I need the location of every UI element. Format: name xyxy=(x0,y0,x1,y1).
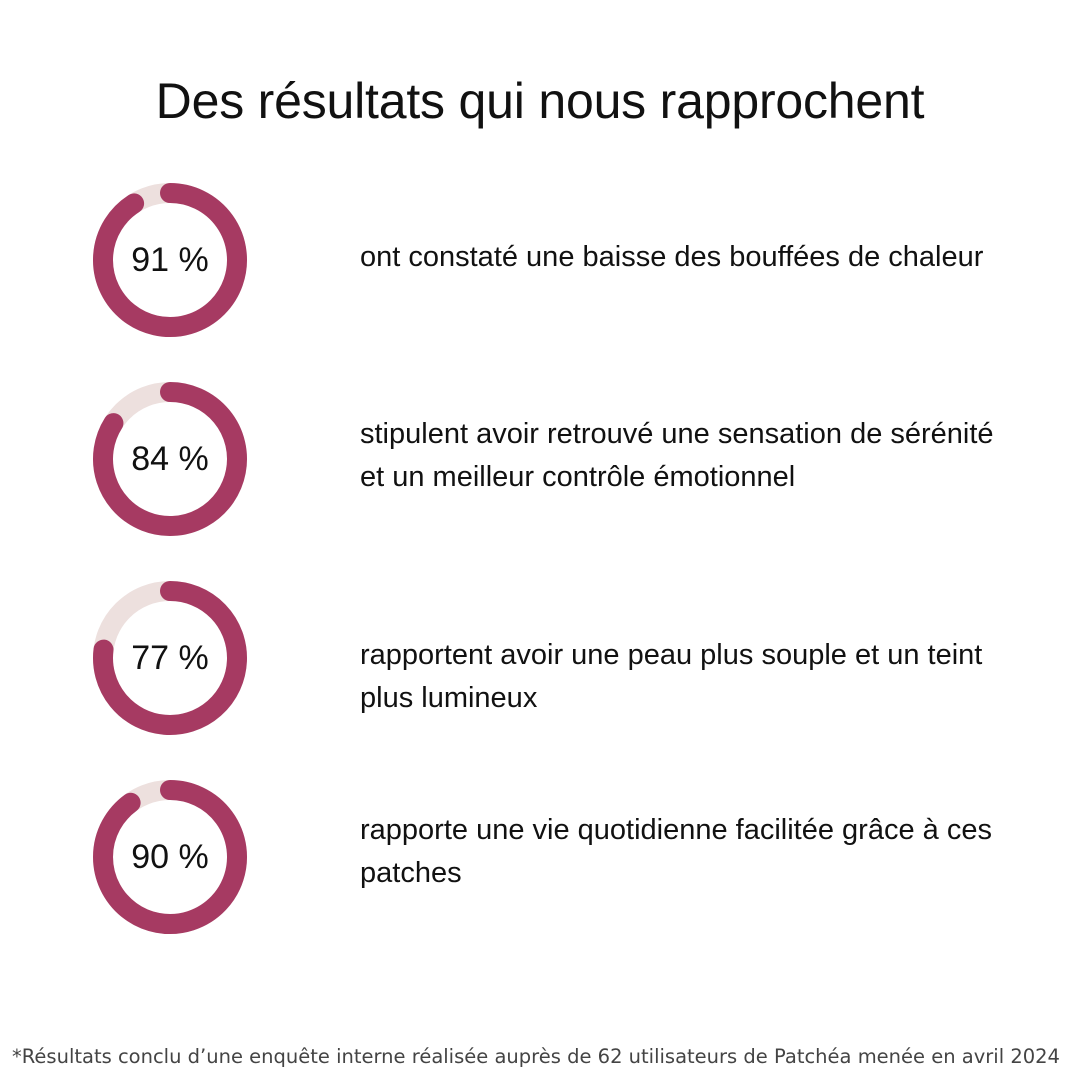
footnote: *Résultats conclu d’une enquête interne … xyxy=(12,1045,1060,1068)
stat-row: 90 % rapporte une vie quotidienne facili… xyxy=(0,777,1080,937)
donut-ring xyxy=(93,780,247,934)
donut-arc xyxy=(93,183,247,337)
stat-description: stipulent avoir retrouvé une sensation d… xyxy=(360,418,994,493)
page-title: Des résultats qui nous rapprochent xyxy=(155,73,925,129)
donut-ring xyxy=(93,382,247,536)
donut-chart: 77 % xyxy=(90,578,250,738)
donut-chart: 91 % xyxy=(90,180,250,340)
stat-description: ont constaté une baisse des bouffées de … xyxy=(360,241,984,273)
donut-ring xyxy=(93,183,247,337)
donut-chart: 90 % xyxy=(90,777,250,937)
stat-description: rapporte une vie quotidienne facilitée g… xyxy=(360,814,992,889)
donut-ring xyxy=(93,581,247,735)
stat-row: 84 % stipulent avoir retrouvé une sensat… xyxy=(0,379,1080,539)
stat-row: 77 % rapportent avoir une peau plus soup… xyxy=(0,578,1080,738)
percentage-label: 90 % xyxy=(131,837,209,876)
donut-arc xyxy=(93,382,247,536)
percentage-label: 91 % xyxy=(131,240,209,279)
stat-row: 91 % ont constaté une baisse des bouffée… xyxy=(0,180,1080,340)
donut-arc xyxy=(93,780,247,934)
percentage-label: 77 % xyxy=(131,638,209,677)
stat-description: rapportent avoir une peau plus souple et… xyxy=(360,639,983,714)
donut-chart: 84 % xyxy=(90,379,250,539)
donut-arc xyxy=(93,581,247,735)
percentage-label: 84 % xyxy=(131,439,209,478)
